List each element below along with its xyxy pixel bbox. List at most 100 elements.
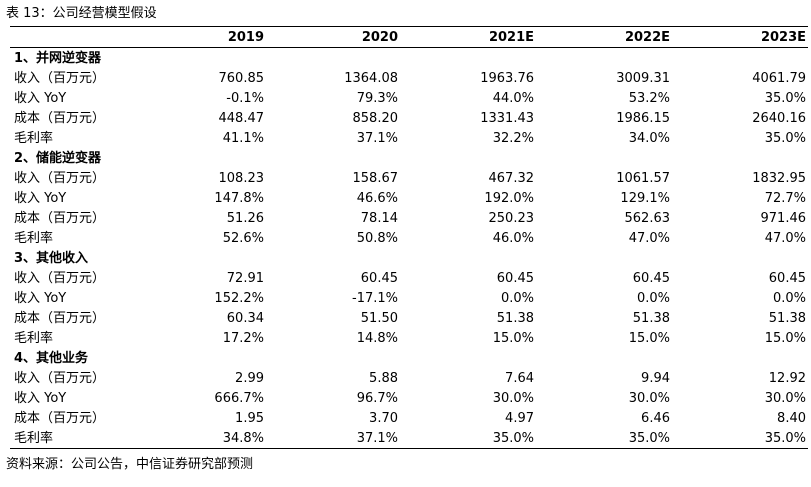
cell-value: 41.1% <box>222 130 264 146</box>
cell-value: 1963.76 <box>480 70 534 86</box>
header-cell-2023e: 2023E <box>672 26 808 48</box>
cell-value: 3.70 <box>369 410 398 426</box>
row-label: 毛利率 <box>10 428 130 449</box>
header-cell-2019: 2019 <box>130 26 266 48</box>
operating-model-table: 2019 2020 2021E 2022E 2023E 1、并网逆变器 收入（百万… <box>10 26 808 449</box>
row-label: 成本（百万元） <box>14 410 106 426</box>
table-row: 成本（百万元） 1.95 3.70 4.97 6.46 8.40 <box>10 408 808 428</box>
cell-value: 37.1% <box>266 428 400 449</box>
cell-value: 250.23 <box>488 210 535 226</box>
table-row: 成本（百万元） 448.47 858.20 1331.43 1986.15 2640.16 <box>10 108 808 128</box>
table-row: 收入（百万元） 108.23 158.67 467.32 1061.57 1832.95 <box>10 168 808 188</box>
cell-value: 44.0% <box>492 90 534 106</box>
header-cell-2020: 2020 <box>266 26 400 48</box>
cell-value: 4.97 <box>505 410 534 426</box>
cell-value: 78.14 <box>360 210 398 226</box>
cell-value: 35.0% <box>400 428 536 449</box>
row-label: 成本（百万元） <box>14 310 106 326</box>
cell-value: 30.0% <box>492 390 534 406</box>
cell-value: 30.0% <box>764 390 806 406</box>
cell-value: 152.2% <box>214 290 264 306</box>
cell-value: 0.0% <box>772 290 806 306</box>
row-label: 收入（百万元） <box>14 170 106 186</box>
cell-value: 32.2% <box>492 130 534 146</box>
cell-value: 50.8% <box>356 230 398 246</box>
cell-value: 666.7% <box>214 390 264 406</box>
cell-value: 51.38 <box>632 310 670 326</box>
table-row: 收入（百万元） 72.91 60.45 60.45 60.45 60.45 <box>10 268 808 288</box>
row-label: 收入（百万元） <box>14 370 106 386</box>
cell-value: 14.8% <box>356 330 398 346</box>
cell-value: 35.0% <box>672 428 808 449</box>
cell-value: 448.47 <box>218 110 265 126</box>
table-row: 毛利率 41.1% 37.1% 32.2% 34.0% 35.0% <box>10 128 808 148</box>
cell-value: 60.45 <box>632 270 670 286</box>
table-row: 收入 YoY -0.1% 79.3% 44.0% 53.2% 35.0% <box>10 88 808 108</box>
cell-value: 1331.43 <box>480 110 534 126</box>
table-row: 成本（百万元） 51.26 78.14 250.23 562.63 971.46 <box>10 208 808 228</box>
cell-value: 34.0% <box>628 130 670 146</box>
table-body: 2019 2020 2021E 2022E 2023E 1、并网逆变器 收入（百万… <box>10 26 808 449</box>
row-label: 收入 YoY <box>14 190 67 206</box>
cell-value: 60.45 <box>360 270 398 286</box>
cell-value: 15.0% <box>492 330 534 346</box>
cell-value: 1.95 <box>235 410 264 426</box>
cell-value: 79.3% <box>356 90 398 106</box>
row-label: 收入（百万元） <box>14 270 106 286</box>
cell-value: 9.94 <box>641 370 670 386</box>
cell-value: 34.8% <box>130 428 266 449</box>
cell-value: 3009.31 <box>616 70 670 86</box>
cell-value: 60.45 <box>768 270 806 286</box>
cell-value: 192.0% <box>484 190 534 206</box>
cell-value: 72.91 <box>226 270 264 286</box>
cell-value: 2.99 <box>235 370 264 386</box>
cell-value: 96.7% <box>356 390 398 406</box>
cell-value: 7.64 <box>505 370 534 386</box>
cell-value: 46.6% <box>356 190 398 206</box>
cell-value: 6.46 <box>641 410 670 426</box>
table-row: 收入（百万元） 760.85 1364.08 1963.76 3009.31 4061.7… <box>10 68 808 88</box>
cell-value: 46.0% <box>492 230 534 246</box>
cell-value: 108.23 <box>218 170 265 186</box>
cell-value: 0.0% <box>500 290 534 306</box>
cell-value: 5.88 <box>369 370 398 386</box>
row-label: 毛利率 <box>14 330 54 346</box>
cell-value: 51.38 <box>768 310 806 326</box>
table-row: 毛利率 52.6% 50.8% 46.0% 47.0% 47.0% <box>10 228 808 248</box>
cell-value: 1061.57 <box>616 170 670 186</box>
cell-value: 1986.15 <box>616 110 670 126</box>
cell-value: 51.50 <box>360 310 398 326</box>
section-title: 1、并网逆变器 <box>14 50 102 66</box>
cell-value: 15.0% <box>764 330 806 346</box>
table-row: 成本（百万元） 60.34 51.50 51.38 51.38 51.38 <box>10 308 808 328</box>
row-label: 收入（百万元） <box>14 70 106 86</box>
cell-value: 2640.16 <box>752 110 806 126</box>
cell-value: 147.8% <box>214 190 264 206</box>
section-header-row: 2、储能逆变器 <box>10 148 808 168</box>
cell-value: 35.0% <box>764 130 806 146</box>
cell-value: 760.85 <box>218 70 265 86</box>
header-cell-2022e: 2022E <box>536 26 672 48</box>
cell-value: 47.0% <box>764 230 806 246</box>
section-header-row: 3、其他收入 <box>10 248 808 268</box>
header-cell-label <box>10 26 130 48</box>
cell-value: 72.7% <box>764 190 806 206</box>
table-row: 收入（百万元） 2.99 5.88 7.64 9.94 12.92 <box>10 368 808 388</box>
cell-value: 30.0% <box>628 390 670 406</box>
cell-value: 52.6% <box>222 230 264 246</box>
cell-value: 37.1% <box>356 130 398 146</box>
row-label: 收入 YoY <box>14 390 67 406</box>
table-row: 收入 YoY 147.8% 46.6% 192.0% 129.1% 72.7% <box>10 188 808 208</box>
cell-value: 60.34 <box>226 310 264 326</box>
table-row: 收入 YoY 152.2% -17.1% 0.0% 0.0% 0.0% <box>10 288 808 308</box>
cell-value: 1832.95 <box>752 170 806 186</box>
cell-value: 12.92 <box>768 370 806 386</box>
cell-value: 971.46 <box>760 210 807 226</box>
cell-value: 17.2% <box>222 330 264 346</box>
section-title: 3、其他收入 <box>14 250 89 266</box>
cell-value: 158.67 <box>352 170 399 186</box>
cell-value: 129.1% <box>620 190 670 206</box>
cell-value: 51.26 <box>226 210 264 226</box>
cell-value: 15.0% <box>628 330 670 346</box>
section-header-row: 1、并网逆变器 <box>10 48 808 69</box>
